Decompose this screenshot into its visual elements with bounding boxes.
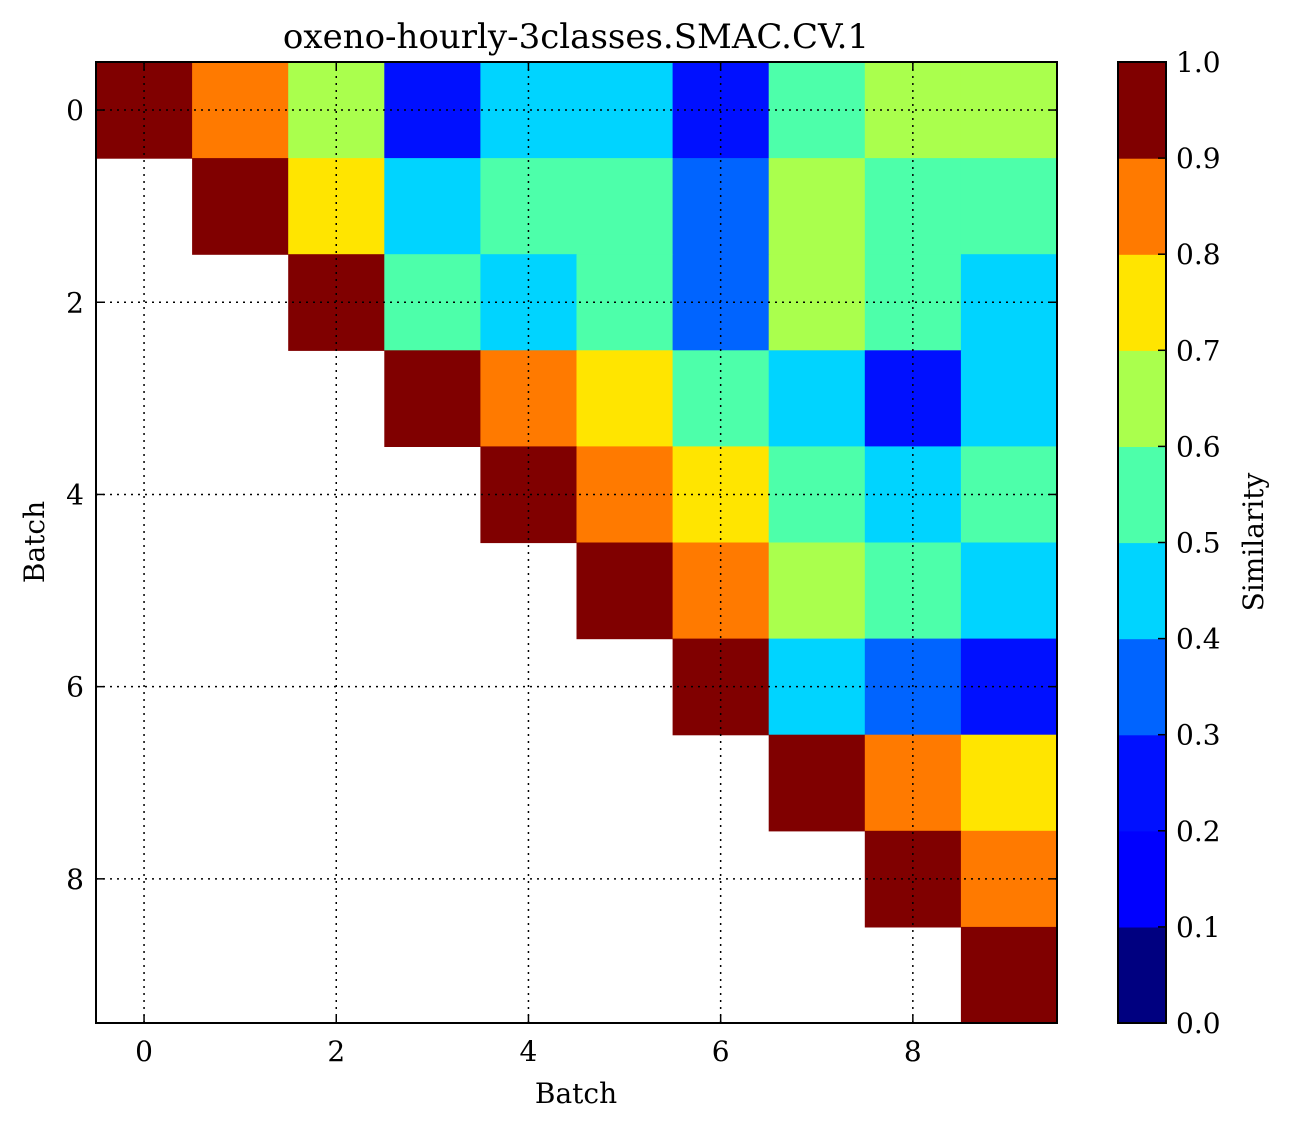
x-tick-label: 2 bbox=[327, 1035, 345, 1068]
heatmap-cell-4-5 bbox=[576, 446, 674, 544]
heatmap-cell-3-9 bbox=[960, 350, 1058, 447]
heatmap-cell-1-9 bbox=[960, 158, 1058, 255]
colorbar: 0.0 0.1 0.2 0.3 0.4 0.5 0.6 0.7 0.8 0.9 1.0 bbox=[1117, 46, 1221, 1040]
y-axis-label: Batch bbox=[18, 501, 51, 583]
colorbar-segment bbox=[1118, 158, 1166, 255]
colorbar-tick-label: 0.9 bbox=[1176, 142, 1221, 175]
colorbar-tick-label: 0.2 bbox=[1176, 815, 1221, 848]
colorbar-tick-label: 0.1 bbox=[1176, 911, 1221, 944]
colorbar-segment bbox=[1118, 926, 1166, 1024]
heatmap-cell-2-2 bbox=[288, 254, 385, 351]
heatmap-cell-0-1 bbox=[192, 62, 289, 159]
colorbar-segment bbox=[1118, 62, 1166, 159]
colorbar-segment bbox=[1118, 350, 1166, 447]
y-tick-label: 8 bbox=[66, 863, 84, 896]
x-axis-label: Batch bbox=[535, 1077, 617, 1110]
colorbar-tick-label: 0.0 bbox=[1176, 1007, 1221, 1040]
x-tick-label: 8 bbox=[904, 1035, 922, 1068]
heatmap-cell-0-0 bbox=[96, 62, 193, 159]
colorbar-segment bbox=[1118, 638, 1166, 736]
colorbar-segment bbox=[1118, 542, 1166, 640]
heatmap-cell-5-8 bbox=[864, 542, 962, 640]
heatmap-cell-0-2 bbox=[288, 62, 385, 159]
heatmap-cell-2-9 bbox=[960, 254, 1058, 351]
heatmap-cell-4-4 bbox=[480, 446, 578, 544]
colorbar-tick-label: 0.4 bbox=[1176, 623, 1221, 656]
x-tick-label: 0 bbox=[135, 1035, 153, 1068]
heatmap-cell-3-7 bbox=[768, 350, 866, 447]
y-tick-label: 0 bbox=[66, 94, 84, 127]
heatmap-cell-4-9 bbox=[960, 446, 1058, 544]
heatmap-cell-2-5 bbox=[576, 254, 674, 351]
x-tick-label: 6 bbox=[712, 1035, 730, 1068]
heatmap-cell-6-9 bbox=[960, 638, 1058, 736]
colorbar-tick-label: 0.5 bbox=[1176, 527, 1221, 560]
heatmap-cell-7-7 bbox=[768, 734, 866, 832]
heatmap-cell-1-1 bbox=[192, 158, 289, 255]
heatmap-cell-1-5 bbox=[576, 158, 674, 255]
y-tick-label: 2 bbox=[66, 286, 84, 319]
colorbar-segment bbox=[1118, 254, 1166, 351]
y-axis-ticks: 0 2 4 6 8 bbox=[66, 94, 1057, 896]
x-tick-label: 4 bbox=[520, 1035, 538, 1068]
plot-frame bbox=[95, 61, 1058, 1024]
x-axis-ticks: 0 2 4 6 8 bbox=[135, 62, 922, 1068]
colorbar-segment bbox=[1118, 830, 1166, 928]
heatmap-cell-0-5 bbox=[576, 62, 674, 159]
chart-title: oxeno-hourly-3classes.SMAC.CV.1 bbox=[283, 17, 869, 57]
heatmap-cell-8-9 bbox=[960, 830, 1058, 928]
heatmap-cell-1-8 bbox=[864, 158, 962, 255]
heatmap-cell-3-3 bbox=[384, 350, 481, 447]
heatmap-cell-0-9 bbox=[960, 62, 1058, 159]
colorbar-segment bbox=[1118, 734, 1166, 832]
heatmap-cell-1-4 bbox=[480, 158, 578, 255]
heatmap-cell-1-6 bbox=[672, 158, 770, 255]
heatmap-cell-1-7 bbox=[768, 158, 866, 255]
heatmap-cell-5-9 bbox=[960, 542, 1058, 640]
y-tick-label: 6 bbox=[66, 671, 84, 704]
heatmap-cell-7-9 bbox=[960, 734, 1058, 832]
heatmap-cell-5-7 bbox=[768, 542, 866, 640]
y-tick-label: 4 bbox=[66, 478, 84, 511]
heatmap-cell-1-2 bbox=[288, 158, 385, 255]
heatmap-cell-5-6 bbox=[672, 542, 770, 640]
heatmap-cells bbox=[96, 62, 1058, 1024]
heatmap-cell-8-8 bbox=[864, 830, 962, 928]
colorbar-tick-label: 0.3 bbox=[1176, 719, 1221, 752]
colorbar-label: Similarity bbox=[1237, 472, 1270, 611]
heatmap-cell-9-9 bbox=[960, 926, 1058, 1024]
colorbar-segment bbox=[1118, 446, 1166, 544]
colorbar-tick-label: 0.8 bbox=[1176, 238, 1221, 271]
colorbar-tick-label: 0.7 bbox=[1176, 334, 1221, 367]
heatmap-cell-4-8 bbox=[864, 446, 962, 544]
heatmap-cell-5-5 bbox=[576, 542, 674, 640]
colorbar-tick-label: 1.0 bbox=[1176, 46, 1221, 79]
heatmap-cell-1-3 bbox=[384, 158, 481, 255]
colorbar-tick-label: 0.6 bbox=[1176, 430, 1221, 463]
heatmap-cell-3-5 bbox=[576, 350, 674, 447]
